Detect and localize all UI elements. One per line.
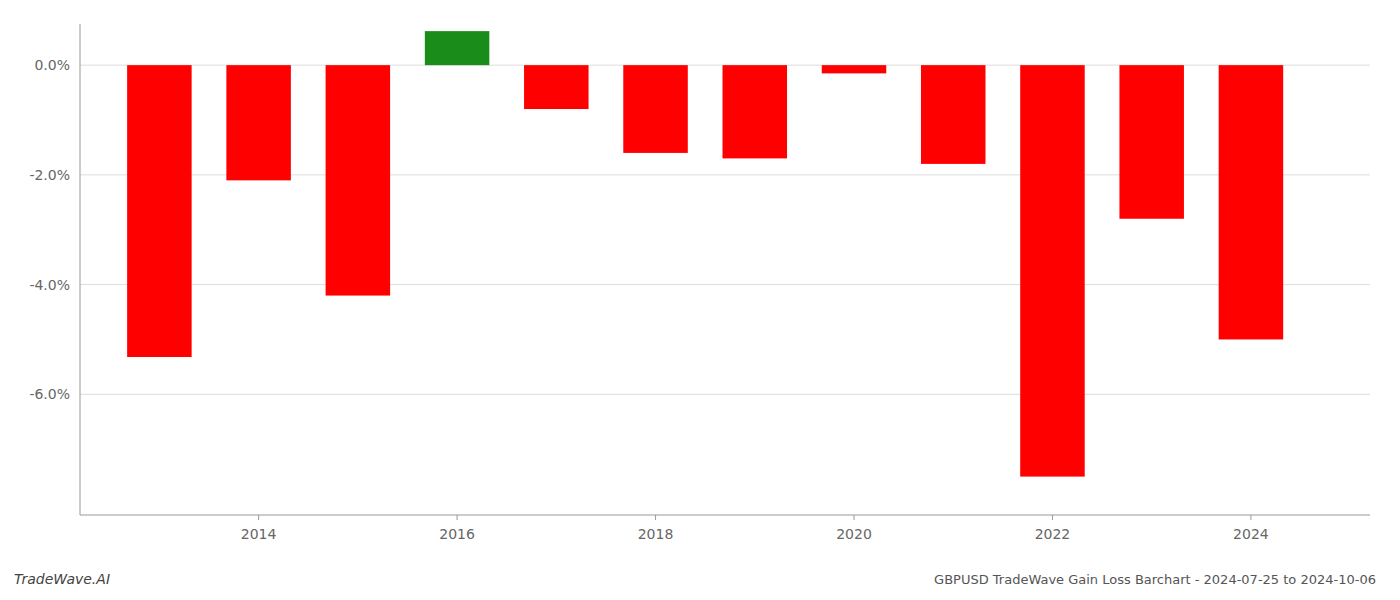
bars xyxy=(127,31,1283,476)
bar xyxy=(127,65,192,357)
y-tick-label: -4.0% xyxy=(29,277,70,293)
title: GBPUSD TradeWave Gain Loss Barchart - 20… xyxy=(934,572,1376,587)
bar xyxy=(921,65,986,164)
bar xyxy=(1219,65,1284,339)
bar xyxy=(1020,65,1085,476)
y-tick-label: -6.0% xyxy=(29,386,70,402)
grid xyxy=(80,65,1370,394)
y-tick-label: 0.0% xyxy=(34,57,70,73)
bar xyxy=(524,65,589,109)
y-tick-label: -2.0% xyxy=(29,167,70,183)
x-tick-label: 2024 xyxy=(1233,526,1269,542)
y-axis-line xyxy=(80,24,81,515)
bar xyxy=(1119,65,1184,219)
chart: 0.0% -2.0% -4.0% -6.0% 2014 2016 2018 2020 2022 2… xyxy=(0,0,1400,600)
bar xyxy=(822,65,887,73)
x-tick-label: 2020 xyxy=(836,526,872,542)
bar xyxy=(326,65,391,295)
x-tick xyxy=(1052,515,1053,520)
x-tick xyxy=(655,515,656,520)
x-axis-line xyxy=(80,515,1370,516)
x-tick-label: 2016 xyxy=(439,526,475,542)
grid-line xyxy=(80,394,1370,395)
x-tick xyxy=(1250,515,1251,520)
bar xyxy=(623,65,688,153)
x-tick xyxy=(854,515,855,520)
x-tick-label: 2022 xyxy=(1035,526,1071,542)
bar xyxy=(226,65,291,180)
chart-container: 0.0% -2.0% -4.0% -6.0% 2014 2016 2018 2020 2022 2… xyxy=(0,0,1400,600)
bar xyxy=(723,65,788,158)
x-tick xyxy=(258,515,259,520)
x-tick-label: 2014 xyxy=(241,526,277,542)
x-tick-label: 2018 xyxy=(638,526,674,542)
bar xyxy=(425,31,490,65)
grid-line xyxy=(80,284,1370,285)
x-tick xyxy=(457,515,458,520)
watermark: TradeWave.AI xyxy=(14,571,110,587)
